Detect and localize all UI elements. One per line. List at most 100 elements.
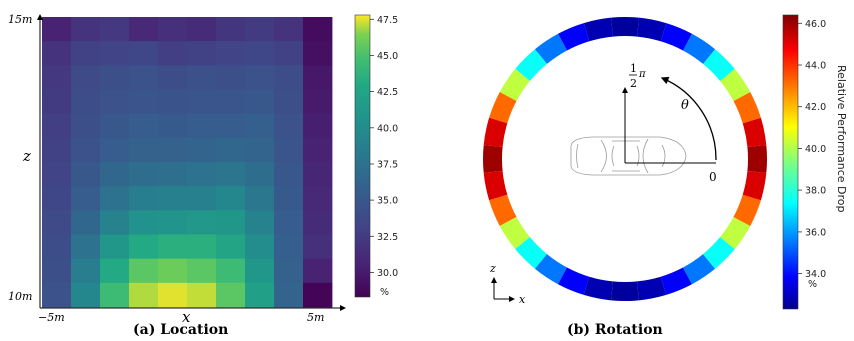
ring-segment xyxy=(534,33,568,64)
heatmap-cell xyxy=(42,65,72,90)
heatmap-cell xyxy=(42,89,72,115)
ring-segment xyxy=(720,216,751,250)
heatmap-cell xyxy=(100,17,130,42)
heatmap-cell xyxy=(216,17,246,42)
heatmap-cell xyxy=(129,186,159,211)
colorbar-tick-label: 40.0 xyxy=(805,144,826,155)
heatmap-cell xyxy=(303,17,333,42)
heatmap-cell xyxy=(129,210,159,235)
heatmap-cell xyxy=(42,234,72,260)
heatmap-cell xyxy=(245,258,275,284)
heatmap-cell xyxy=(303,234,333,260)
heatmap-cell xyxy=(42,41,72,66)
rotation-colorbar-unit: % xyxy=(808,279,817,290)
y-tick-bottom: 10m xyxy=(8,290,32,303)
heatmap-cell xyxy=(100,89,130,115)
heatmap-cell xyxy=(100,210,130,235)
ring-segment xyxy=(482,145,503,173)
ring-segment xyxy=(558,23,590,51)
heatmap-cell xyxy=(129,282,159,308)
heatmap-cell xyxy=(187,113,217,139)
heatmap-cell xyxy=(129,17,159,42)
car-icon xyxy=(570,136,687,176)
heatmap-cell xyxy=(303,41,333,66)
heatmap-cell xyxy=(100,234,130,260)
half-pi-numerator: 1 xyxy=(630,62,637,75)
heatmap-cell xyxy=(245,234,275,260)
heatmap-cell xyxy=(187,65,217,90)
heatmap-cell xyxy=(187,17,217,42)
heatmap-cell xyxy=(245,282,275,308)
ring-segment xyxy=(733,194,761,226)
heatmap-cell xyxy=(274,210,304,235)
legend-x-label: x xyxy=(519,293,526,306)
heatmap-cell xyxy=(274,89,304,115)
heatmap-cell xyxy=(245,137,275,163)
heatmap-cell xyxy=(216,210,246,235)
half-pi-denominator: 2 xyxy=(630,77,637,90)
heatmap-cell xyxy=(187,282,217,308)
colorbar-tick-label: 42.0 xyxy=(805,102,826,113)
heatmap-cell xyxy=(245,186,275,211)
zero-angle-label: 0 xyxy=(709,170,717,184)
heatmap-cell xyxy=(158,234,188,260)
heatmap-cell xyxy=(216,258,246,284)
heatmap-cell xyxy=(274,41,304,66)
colorbar-tick-label: 34.0 xyxy=(805,269,826,280)
x-tick-right: 5m xyxy=(307,311,324,324)
heatmap-cell xyxy=(303,258,333,284)
ring-segment xyxy=(747,145,768,173)
heatmap-cell xyxy=(245,41,275,66)
x-axis-label: x xyxy=(182,308,191,326)
heatmap-cell xyxy=(100,41,130,66)
ring-segment xyxy=(742,117,767,147)
pi-symbol: π xyxy=(638,69,646,80)
heatmap-cell xyxy=(187,41,217,66)
legend-z-label: z xyxy=(489,262,496,275)
heatmap-cell xyxy=(71,65,101,90)
rotation-ring xyxy=(482,16,768,302)
heatmap-cell xyxy=(100,65,130,90)
heatmap-cell xyxy=(129,162,159,187)
ring-segment xyxy=(611,16,639,37)
ring-segment xyxy=(483,171,508,201)
ring-segment xyxy=(558,267,590,295)
heatmap-cell xyxy=(158,17,188,42)
heatmap-cell xyxy=(71,17,101,42)
heatmap-cell xyxy=(303,186,333,211)
location-heatmap xyxy=(42,17,333,308)
heatmap-cell xyxy=(187,89,217,115)
heatmap-cell xyxy=(187,234,217,260)
y-axis-label: z xyxy=(22,147,31,165)
heatmap-cell xyxy=(71,113,101,139)
colorbar-tick-label: 36.0 xyxy=(805,227,826,238)
ring-segment xyxy=(515,49,547,81)
colorbar-tick-label: 30.0 xyxy=(377,268,398,279)
heatmap-cell xyxy=(245,113,275,139)
heatmap-cell xyxy=(71,186,101,211)
heatmap-cell xyxy=(42,113,72,139)
heatmap-cell xyxy=(71,282,101,308)
colorbar-tick-label: 32.5 xyxy=(377,232,398,243)
heatmap-cell xyxy=(245,17,275,42)
ring-segment xyxy=(534,254,568,285)
location-colorbar-unit: % xyxy=(380,287,389,298)
ring-segment xyxy=(483,117,508,147)
heatmap-cell xyxy=(129,41,159,66)
heatmap-cell xyxy=(158,89,188,115)
colorbar-tick-label: 46.0 xyxy=(805,19,826,30)
heatmap-cell xyxy=(274,282,304,308)
ring-segment xyxy=(583,276,613,301)
colorbar-tick-label: 40.0 xyxy=(377,123,398,134)
x-tick-left: −5m xyxy=(38,311,65,324)
caption-location: (a) Location xyxy=(133,322,228,338)
heatmap-cell xyxy=(158,137,188,163)
heatmap-cell xyxy=(303,162,333,187)
heatmap-cell xyxy=(303,113,333,139)
ring-segment xyxy=(611,281,639,302)
location-colorbar xyxy=(354,14,371,298)
heatmap-cell xyxy=(303,89,333,115)
ring-segment xyxy=(489,92,517,124)
heatmap-cell xyxy=(158,113,188,139)
